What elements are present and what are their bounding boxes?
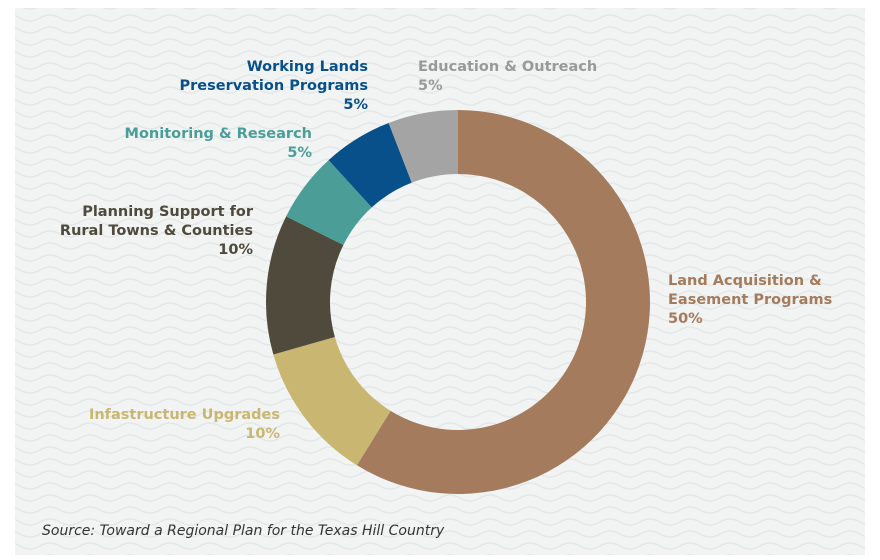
value-label: 50% <box>668 311 703 327</box>
category-name: Working Lands Preservation Programs <box>179 59 369 94</box>
category-name: Infastructure Upgrades <box>88 407 280 423</box>
slice-label: Planning Support for Rural Towns & Count… <box>60 203 253 260</box>
donut <box>266 110 650 494</box>
category-name: Monitoring & Research <box>124 126 312 142</box>
value-label: 5% <box>418 78 443 94</box>
value-label: 10% <box>245 426 280 442</box>
slice-label: Monitoring & Research 5% <box>125 125 312 163</box>
source: Source: Toward a Regional Plan for the T… <box>42 523 445 539</box>
slice-label: Education & Outreach 5% <box>418 58 597 96</box>
value-label: 10% <box>218 242 253 258</box>
slice-label: Working Lands Preservation Programs 5% <box>180 58 369 115</box>
donut-slice <box>266 216 344 355</box>
donut-slice <box>286 160 372 245</box>
donut-slice <box>273 337 391 466</box>
value-label: 5% <box>287 145 312 161</box>
donut-slice <box>356 110 650 494</box>
slice-label: Land Acquisition & Easement Programs 50% <box>668 272 832 329</box>
category-name: Planning Support for Rural Towns & Count… <box>59 204 253 239</box>
category-name: Education & Outreach <box>418 59 598 75</box>
value-label: 5% <box>343 97 368 113</box>
slice-label: Infastructure Upgrades 10% <box>89 406 280 444</box>
donut-slice <box>328 122 412 208</box>
donut-slice <box>388 110 458 183</box>
category-name: Land Acquisition & Easement Programs <box>668 273 833 308</box>
